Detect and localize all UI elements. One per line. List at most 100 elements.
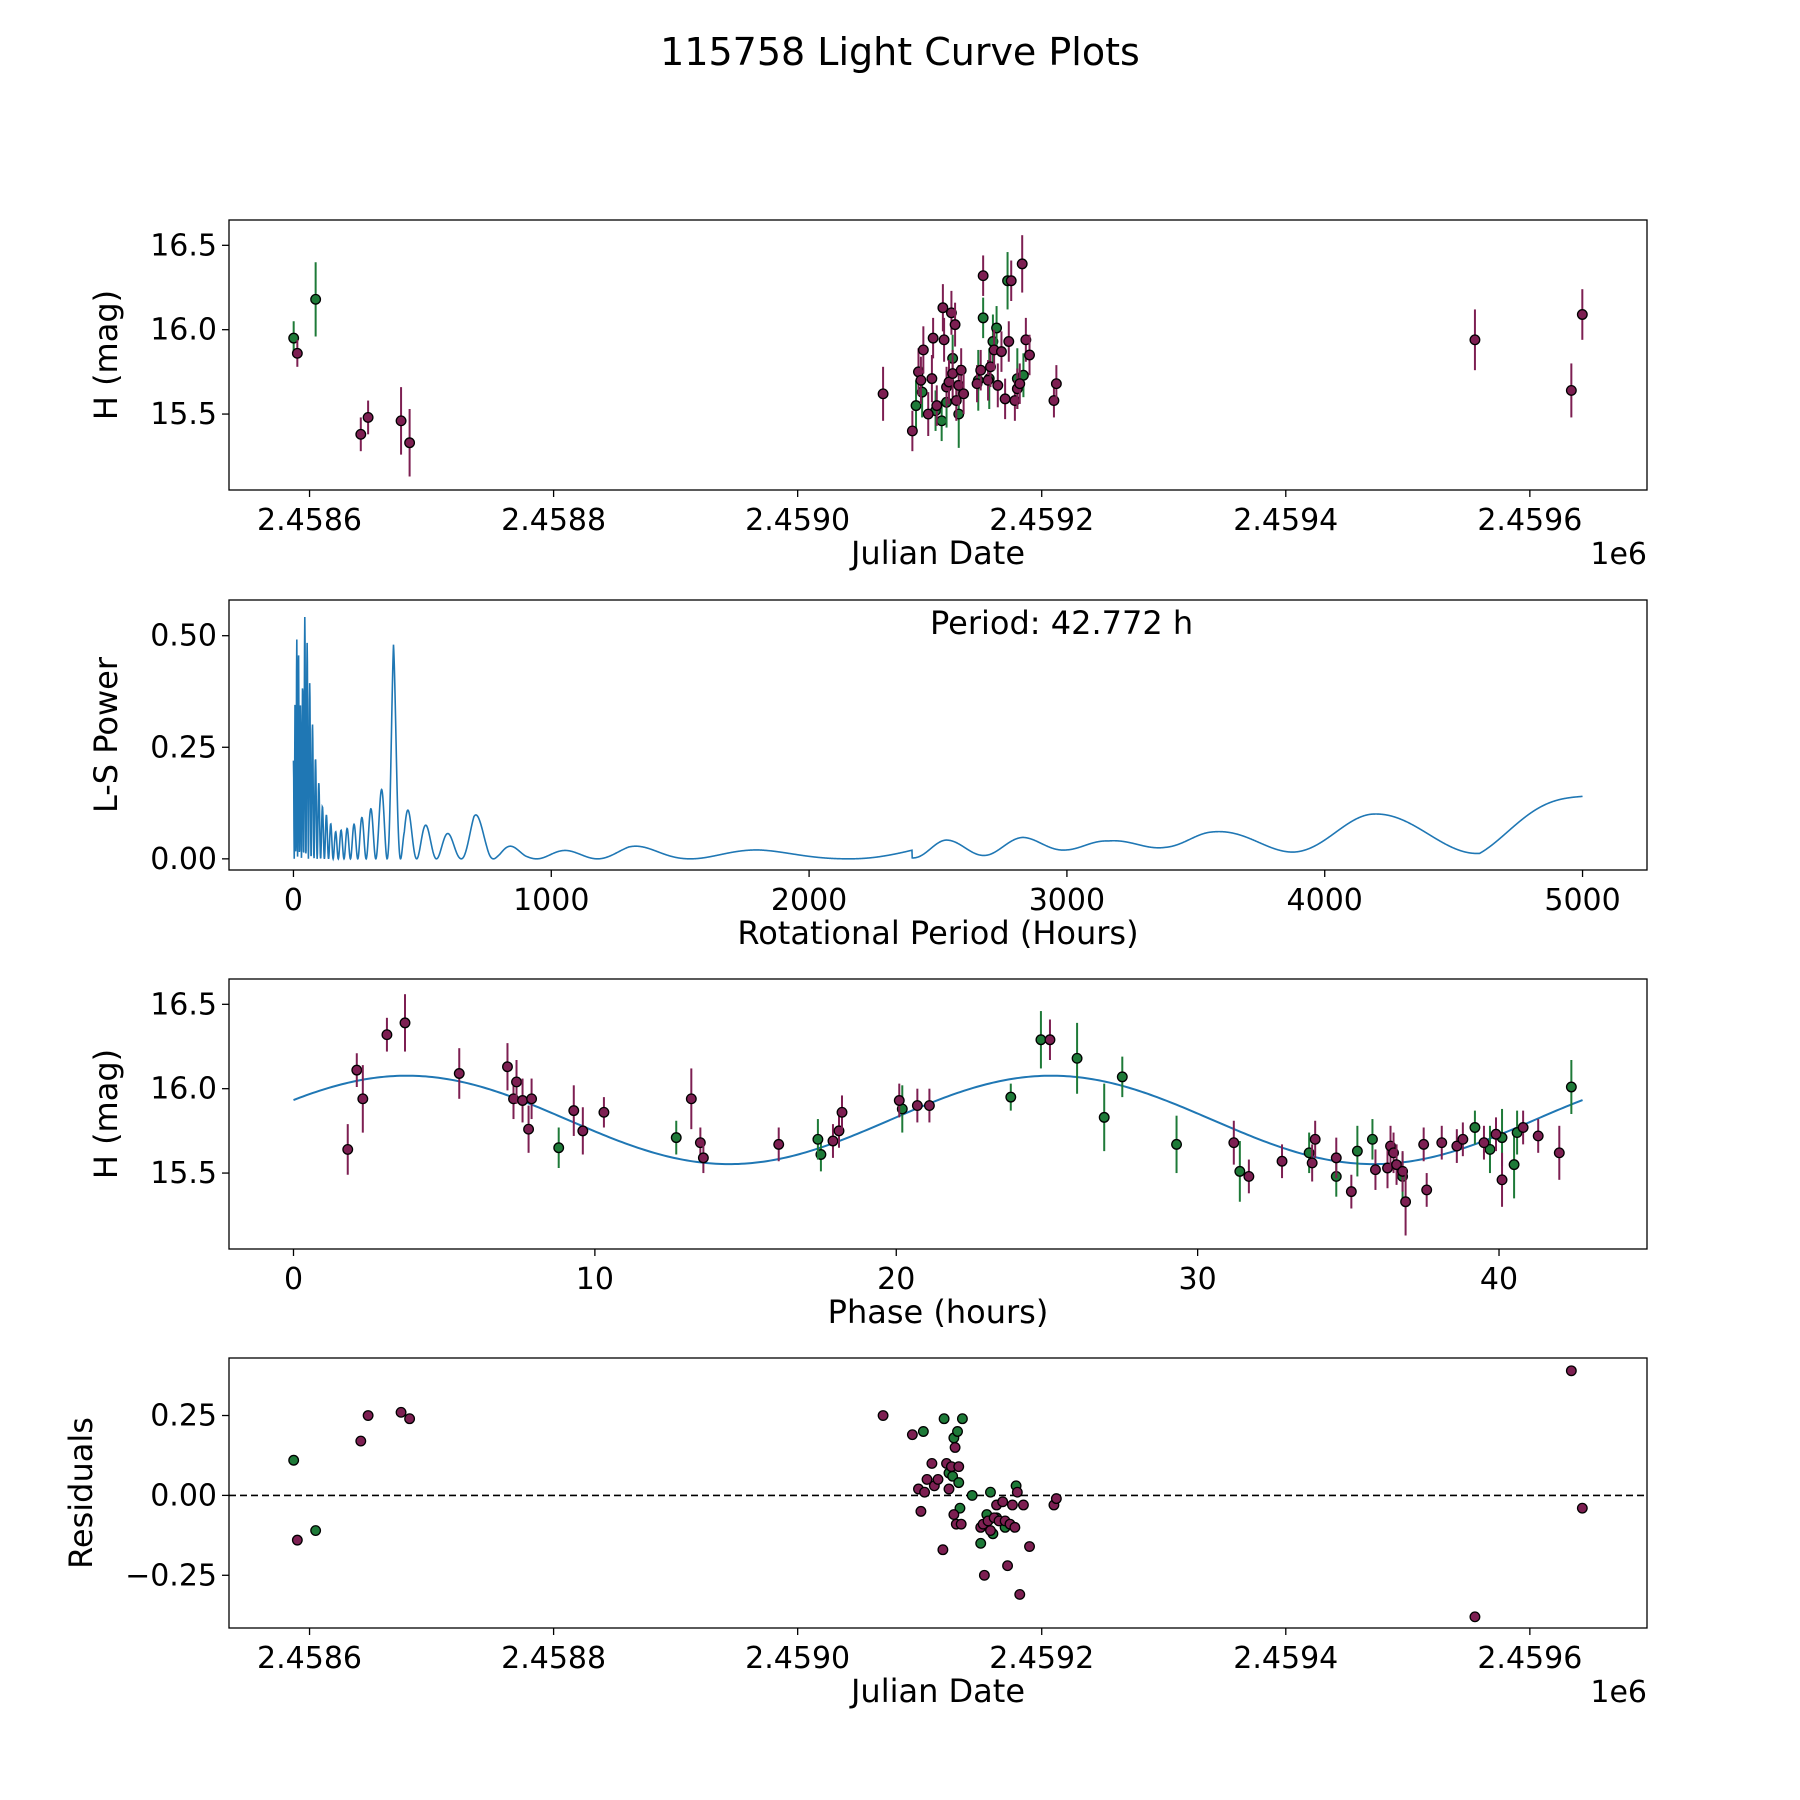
purple-data-point xyxy=(977,270,989,282)
purple-data-point xyxy=(943,1483,955,1495)
x-tick-label: 20 xyxy=(877,1262,915,1297)
x-tick-label: 2.4592 xyxy=(989,503,1094,538)
purple-data-point xyxy=(958,388,970,400)
purple-data-point xyxy=(1451,1140,1463,1152)
purple-data-point xyxy=(1391,1159,1403,1171)
purple-data-point xyxy=(953,1461,965,1473)
green-data-point xyxy=(977,312,989,324)
x-tick-label: 2.4586 xyxy=(257,1641,362,1676)
green-data-point xyxy=(936,415,948,427)
green-data-point xyxy=(953,1477,965,1489)
y-tick-label: 0.00 xyxy=(150,1478,217,1513)
x-tick-label: 5000 xyxy=(1544,883,1620,918)
purple-data-point xyxy=(685,1093,697,1105)
y-axis-label: Residuals xyxy=(62,1417,100,1569)
x-tick-label: 2.4588 xyxy=(501,1641,606,1676)
purple-data-point xyxy=(945,307,957,319)
purple-data-point xyxy=(906,1429,918,1441)
y-tick-label: 0.50 xyxy=(150,619,217,654)
y-axis-label: H (mag) xyxy=(87,1049,125,1179)
purple-data-point xyxy=(971,378,983,390)
y-tick-label: 16.0 xyxy=(150,1072,217,1107)
purple-data-point xyxy=(955,1518,967,1530)
purple-data-point xyxy=(948,1509,960,1521)
green-data-point xyxy=(288,332,300,344)
green-data-point xyxy=(310,1525,322,1536)
purple-data-point xyxy=(1024,349,1035,361)
green-data-point xyxy=(670,1132,682,1144)
purple-data-point xyxy=(827,1135,839,1147)
purple-data-point xyxy=(1306,1157,1318,1169)
x-tick-label: 4000 xyxy=(1287,883,1363,918)
purple-data-point xyxy=(1002,1560,1014,1572)
y-tick-label: 0.25 xyxy=(150,730,217,765)
purple-data-point xyxy=(598,1106,610,1118)
x-tick-label: 2000 xyxy=(771,883,847,918)
purple-data-point xyxy=(949,1442,961,1453)
purple-data-point xyxy=(938,334,950,346)
purple-data-point xyxy=(1576,1502,1588,1514)
green-data-point xyxy=(1071,1052,1083,1064)
purple-data-point xyxy=(1576,309,1588,320)
purple-data-point xyxy=(893,1095,905,1106)
y-tick-label: −0.25 xyxy=(125,1558,217,1593)
phase-folded-light-curve-plot: 0 10 20 30 40 15.5 16.0 16.5 Phase (hours) H (mag… xyxy=(87,978,1648,1331)
purple-data-point xyxy=(906,425,918,437)
purple-data-point xyxy=(523,1123,535,1135)
green-data-point xyxy=(910,400,922,412)
x-tick-label: 40 xyxy=(1480,1262,1518,1297)
purple-data-point xyxy=(1243,1170,1255,1182)
purple-data-point xyxy=(526,1093,538,1105)
purple-data-point xyxy=(937,1544,949,1556)
x-tick-label: 2.4586 xyxy=(257,503,362,538)
purple-data-point xyxy=(1003,336,1015,347)
purple-data-point xyxy=(1517,1122,1529,1133)
green-data-point xyxy=(1351,1145,1363,1157)
purple-data-point xyxy=(911,1100,923,1112)
purple-data-point xyxy=(1005,275,1017,287)
purple-data-point xyxy=(1553,1147,1565,1159)
y-tick-label: 0.25 xyxy=(150,1399,217,1434)
green-data-point xyxy=(1565,1081,1577,1093)
green-data-point xyxy=(1005,1091,1017,1103)
purple-data-point xyxy=(1309,1133,1321,1145)
purple-data-point xyxy=(949,319,961,331)
x-tick-label: 10 xyxy=(576,1262,614,1297)
purple-data-point xyxy=(1006,1499,1018,1511)
h-mag-vs-julian-date-plot: 2.4586 2.4588 2.4590 2.4592 2.4594 2.4596 15.5… xyxy=(87,219,1648,572)
purple-data-point xyxy=(1050,1493,1062,1505)
green-data-point xyxy=(1366,1133,1378,1145)
purple-data-point xyxy=(1478,1137,1490,1149)
purple-data-point xyxy=(915,1505,927,1517)
green-data-point xyxy=(1035,1034,1047,1046)
green-data-point xyxy=(310,293,322,305)
purple-data-point xyxy=(697,1152,709,1164)
purple-data-point xyxy=(1490,1128,1502,1140)
purple-data-point xyxy=(917,344,929,356)
purple-data-point xyxy=(877,1410,889,1421)
purple-data-point xyxy=(577,1125,589,1137)
purple-data-point xyxy=(1370,1164,1381,1176)
purple-data-point xyxy=(915,374,927,386)
green-data-point xyxy=(938,1413,950,1425)
residuals-vs-julian-date-plot: 2.4586 2.4588 2.4590 2.4592 2.4594 2.4596 −0.2… xyxy=(62,1357,1648,1710)
purple-data-point xyxy=(1024,1541,1035,1552)
purple-data-point xyxy=(1020,334,1032,346)
purple-data-point xyxy=(937,302,949,314)
purple-data-point xyxy=(996,346,1007,358)
purple-data-point xyxy=(1457,1133,1469,1145)
green-data-point xyxy=(1098,1111,1110,1123)
purple-data-point xyxy=(999,393,1011,405)
y-axis-label: H (mag) xyxy=(87,290,125,420)
purple-data-point xyxy=(357,1093,369,1105)
green-data-point xyxy=(553,1142,565,1154)
green-data-point xyxy=(1484,1143,1496,1155)
purple-data-point xyxy=(1400,1196,1412,1208)
purple-data-point xyxy=(1050,378,1062,390)
purple-data-point xyxy=(502,1061,513,1073)
green-data-point xyxy=(952,1426,963,1437)
purple-data-point xyxy=(1345,1186,1357,1198)
purple-data-point xyxy=(1044,1034,1056,1046)
x-tick-label: 1000 xyxy=(513,883,589,918)
